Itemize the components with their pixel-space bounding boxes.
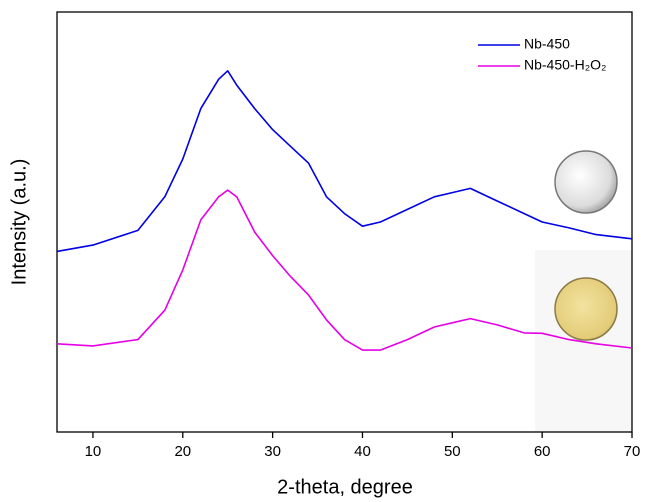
x-tick-label: 20 <box>174 443 191 460</box>
x-tick-label: 50 <box>444 443 461 460</box>
x-tick-label: 40 <box>354 443 371 460</box>
x-tick-label: 30 <box>264 443 281 460</box>
x-tick-label: 10 <box>85 443 102 460</box>
x-tick-label: 60 <box>534 443 551 460</box>
y-axis-label: Intensity (a.u.) <box>8 159 30 286</box>
plot-frame <box>56 11 633 433</box>
legend-label: Nb-450 <box>524 36 570 52</box>
data-line <box>56 189 633 351</box>
data-line <box>56 70 633 253</box>
yellow-sample-photo <box>554 277 618 341</box>
white-sample-photo <box>554 150 618 214</box>
photo-background <box>535 250 632 432</box>
legend-label: Nb-450-H₂O₂ <box>524 57 606 73</box>
x-tick-label: 70 <box>624 443 641 460</box>
x-axis-label: 2-theta, degree <box>277 476 413 498</box>
